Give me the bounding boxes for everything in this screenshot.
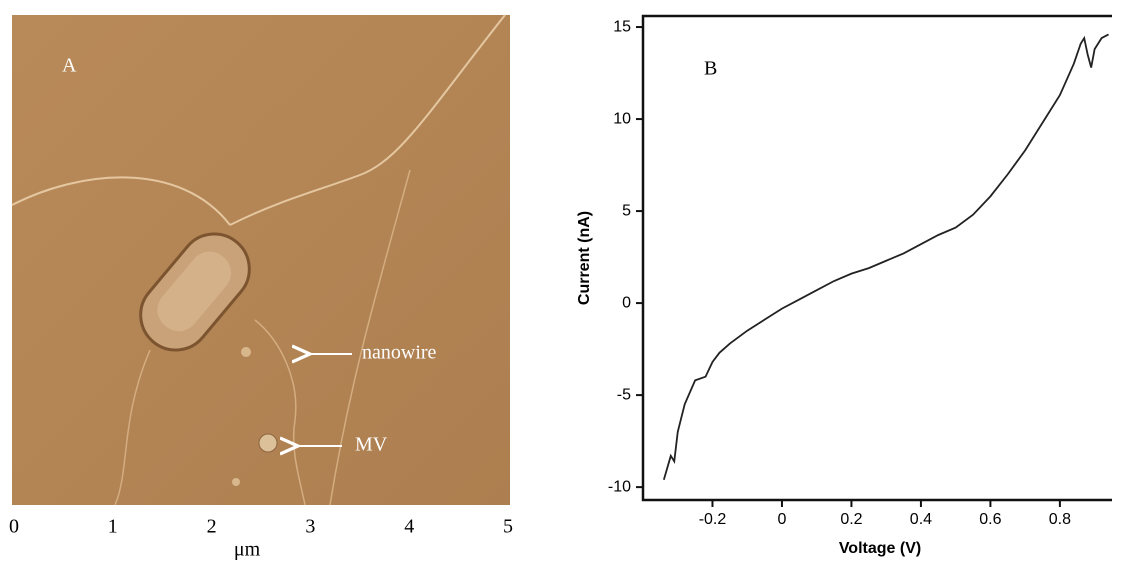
x-axis-label: μm (234, 539, 261, 561)
y-tick-label: 15 (613, 18, 631, 35)
x-tick-label: -0.2 (699, 511, 727, 528)
axis-frame (641, 14, 1112, 502)
x-tick-label: 0.2 (840, 511, 862, 528)
y-tick-label: -5 (617, 386, 631, 403)
afm-image (11, 14, 510, 506)
annotation: nanowire (362, 342, 437, 364)
iv-curve (662, 33, 1109, 481)
x-tick-label: 0 (9, 516, 19, 538)
x-tick-label: 4 (404, 516, 414, 538)
y-axis-label: Current (nA) (576, 211, 593, 305)
y-tick-label: 10 (613, 110, 631, 127)
x-axis-label: Voltage (V) (839, 540, 921, 557)
x-tick-label: 1 (108, 516, 118, 538)
x-tick-label: 0 (778, 511, 787, 528)
y-tick-label: 5 (622, 202, 631, 219)
panel-label: B (704, 58, 717, 80)
x-tick-label: 2 (207, 516, 217, 538)
y-tick-label: -10 (608, 478, 631, 495)
x-tick-label: 5 (503, 516, 513, 538)
annotation: MV (355, 434, 388, 456)
panel-label: A (62, 55, 77, 77)
x-tick-label: 0.8 (1049, 511, 1071, 528)
x-tick-label: 0.6 (979, 511, 1001, 528)
x-tick-label: 0.4 (910, 511, 932, 528)
y-tick-label: 0 (622, 294, 631, 311)
x-tick-label: 3 (305, 516, 315, 538)
